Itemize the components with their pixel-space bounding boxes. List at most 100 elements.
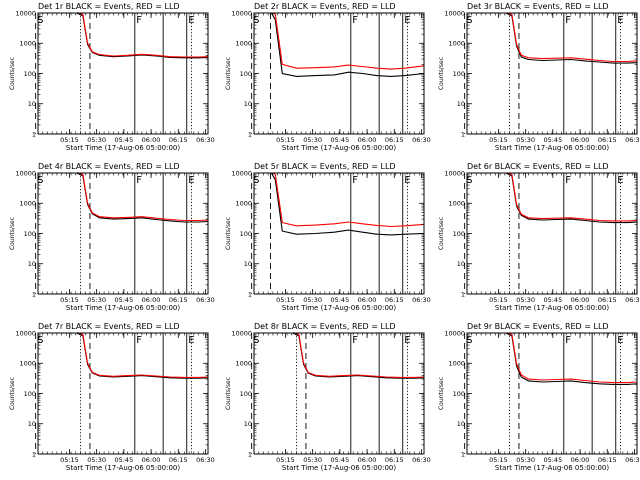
x-axis-label: Start Time (17-Aug-06 05:00:00) <box>66 464 180 472</box>
series-events-line <box>504 13 637 64</box>
x-tick-label: 06:30 <box>196 136 215 144</box>
plot-frame <box>253 172 425 295</box>
y-axis-label: Counts/sec <box>9 217 16 250</box>
x-tick-label: 06:00 <box>571 136 590 144</box>
x-tick-label: 06:00 <box>142 456 161 464</box>
x-tick-label: 06:30 <box>412 456 431 464</box>
x-axis-label: Start Time (17-Aug-06 05:00:00) <box>495 304 609 312</box>
y-tick-label: 10 <box>457 420 465 428</box>
plot-frame <box>253 332 425 455</box>
y-tick-label: 1 <box>461 450 465 458</box>
x-tick-label: 05:30 <box>516 296 535 304</box>
panel-3: SFE11010010001000005:1505:3005:4506:0006… <box>438 9 640 152</box>
x-tick-label: 06:00 <box>571 456 590 464</box>
y-axis-label: Counts/sec <box>225 377 232 410</box>
x-tick-label: 06:30 <box>625 456 640 464</box>
y-tick-label: 1 <box>248 130 252 138</box>
event-marker-label: S <box>37 335 43 346</box>
x-tick-label: 06:30 <box>196 296 215 304</box>
x-tick-label: 05:30 <box>303 456 322 464</box>
y-tick-label: 10000 <box>231 9 252 17</box>
x-axis-label: Start Time (17-Aug-06 05:00:00) <box>282 144 396 152</box>
plot-frame <box>466 332 638 455</box>
x-tick-label: 05:45 <box>543 136 562 144</box>
series-lld-line <box>76 173 208 222</box>
y-tick-label: 100 <box>24 70 36 78</box>
event-marker-label: F <box>352 335 358 346</box>
x-tick-label: 06:15 <box>169 456 188 464</box>
x-tick-label: 05:30 <box>303 136 322 144</box>
y-tick-label: 10000 <box>15 169 36 177</box>
x-axis-label: Start Time (17-Aug-06 05:00:00) <box>282 464 396 472</box>
x-tick-label: 05:30 <box>303 296 322 304</box>
y-tick-label: 10 <box>28 100 36 108</box>
panel-title-5: Det 5r BLACK = Events, RED = LLD <box>254 162 396 171</box>
event-marker-label: F <box>136 175 142 186</box>
y-tick-label: 10 <box>28 420 36 428</box>
x-tick-label: 06:15 <box>598 456 617 464</box>
event-marker-label: F <box>565 175 571 186</box>
y-tick-label: 100 <box>240 70 252 78</box>
plot-frame <box>37 172 209 295</box>
series-events-line <box>504 333 637 385</box>
plot-frame <box>466 172 638 295</box>
series-lld-line <box>292 333 424 378</box>
panel-8: SFE11010010001000005:1505:3005:4506:0006… <box>225 329 431 472</box>
event-marker-label: S <box>466 175 472 186</box>
x-tick-label: 06:30 <box>412 136 431 144</box>
event-marker-label: S <box>253 175 259 186</box>
panel-title-1: Det 1r BLACK = Events, RED = LLD <box>38 2 180 11</box>
y-tick-label: 10000 <box>444 9 465 17</box>
x-tick-label: 05:30 <box>516 456 535 464</box>
x-tick-label: 05:45 <box>330 296 349 304</box>
x-axis-label: Start Time (17-Aug-06 05:00:00) <box>66 304 180 312</box>
event-marker-label: S <box>466 15 472 26</box>
x-tick-label: 06:15 <box>169 296 188 304</box>
x-tick-label: 06:15 <box>385 296 404 304</box>
x-tick-label: 05:45 <box>114 136 133 144</box>
y-tick-label: 10000 <box>15 9 36 17</box>
y-tick-label: 1000 <box>448 40 465 48</box>
x-tick-label: 05:30 <box>87 136 106 144</box>
y-tick-label: 1000 <box>448 360 465 368</box>
x-tick-label: 06:15 <box>598 136 617 144</box>
event-marker-label: F <box>352 175 358 186</box>
x-tick-label: 05:15 <box>489 136 508 144</box>
x-tick-label: 06:15 <box>385 136 404 144</box>
x-tick-label: 05:15 <box>60 136 79 144</box>
y-tick-label: 1 <box>461 290 465 298</box>
y-tick-label: 1000 <box>448 200 465 208</box>
y-tick-label: 1 <box>248 450 252 458</box>
series-events-line <box>504 173 637 224</box>
y-tick-label: 10000 <box>231 329 252 337</box>
x-tick-label: 05:15 <box>489 456 508 464</box>
y-tick-label: 1 <box>32 450 36 458</box>
x-axis-label: Start Time (17-Aug-06 05:00:00) <box>66 144 180 152</box>
y-tick-label: 100 <box>453 230 465 238</box>
x-axis-label: Start Time (17-Aug-06 05:00:00) <box>282 304 396 312</box>
y-tick-label: 1 <box>32 130 36 138</box>
event-marker-label: S <box>37 15 43 26</box>
y-tick-label: 1000 <box>19 360 36 368</box>
x-tick-label: 05:45 <box>114 456 133 464</box>
panel-2: SFE11010010001000005:1505:3005:4506:0006… <box>225 9 431 152</box>
y-tick-label: 10000 <box>444 169 465 177</box>
y-tick-label: 1000 <box>235 200 252 208</box>
y-tick-label: 100 <box>240 390 252 398</box>
x-tick-label: 06:30 <box>412 296 431 304</box>
y-tick-label: 1 <box>461 130 465 138</box>
event-marker-label: S <box>253 15 259 26</box>
y-tick-label: 1 <box>32 290 36 298</box>
x-tick-label: 05:15 <box>276 296 295 304</box>
x-tick-label: 06:30 <box>625 136 640 144</box>
x-tick-label: 06:00 <box>358 296 377 304</box>
x-tick-label: 06:30 <box>196 456 215 464</box>
panel-6: SFE11010010001000005:1505:3005:4506:0006… <box>438 169 640 312</box>
y-tick-label: 10 <box>244 100 252 108</box>
series-lld-line <box>271 13 424 70</box>
event-marker-label: S <box>253 335 259 346</box>
y-axis-label: Counts/sec <box>9 377 16 410</box>
series-events-line <box>75 333 208 379</box>
series-lld-line <box>76 13 208 58</box>
y-axis-label: Counts/sec <box>225 217 232 250</box>
